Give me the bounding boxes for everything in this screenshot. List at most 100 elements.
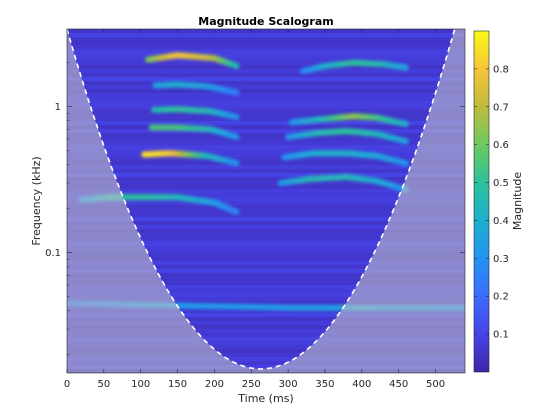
colorbar-tick-label: 0.3 [493,254,509,265]
harmonic-band [288,113,409,127]
heat-row [67,313,465,318]
y-tick-label: 1 [55,102,61,113]
heat-row [67,241,465,246]
heat-row [67,153,465,158]
heat-row [67,73,465,78]
heat-row [67,277,465,282]
x-tick-label: 0 [64,379,70,390]
heat-row [67,49,465,54]
band-segment [228,88,240,96]
x-tick-label: 300 [279,379,298,390]
heat-row [67,365,465,370]
heat-row [67,93,465,98]
plot-frame [66,28,466,374]
y-tick-label: 0.1 [45,248,61,259]
heat-row [67,285,465,290]
heat-row [67,45,465,50]
heat-row [67,29,465,34]
band-segment [229,113,240,120]
harmonic-band [148,124,240,140]
heat-row [67,345,465,350]
heat-row [67,321,465,326]
heat-row [67,333,465,338]
harmonic-band [285,128,409,145]
y-axis: 0.11 [45,36,465,356]
heat-row [67,97,465,102]
harmonic-band [299,59,409,75]
heat-row [67,185,465,190]
chart-title: Magnitude Scalogram [198,15,333,28]
heat-row [67,337,465,342]
heat-row [67,145,465,150]
heat-row [67,81,465,86]
heat-row [67,129,465,134]
heat-row [67,33,465,38]
heat-row [67,265,465,270]
heat-row [67,357,465,362]
heat-row [67,109,465,114]
colorbar-gradient [473,30,490,373]
heat-row [67,349,465,354]
heat-row [67,117,465,122]
x-tick-label: 150 [168,379,187,390]
heat-row [67,289,465,294]
heat-row [67,217,465,222]
heat-row [67,181,465,186]
heat-row [67,137,465,142]
heat-row [67,245,465,250]
colorbar-tick-label: 0.4 [493,216,509,227]
heat-row [67,301,465,306]
heat-row [67,273,465,278]
heat-row [67,261,465,266]
heat-row [67,125,465,130]
heat-row [67,121,465,126]
heat-row [67,269,465,274]
colorbar-tick-label: 0.1 [493,330,509,341]
heat-row [67,325,465,330]
colorbar-tick-label: 0.8 [493,64,509,75]
heat-row [67,233,465,238]
heat-row [67,257,465,262]
heat-row [67,101,465,106]
heatmap-layer [67,29,465,373]
band-segment [398,159,409,167]
heat-row [67,113,465,118]
band-segment [399,64,409,71]
heat-row [67,177,465,182]
heat-row [67,341,465,346]
harmonic-band [141,150,240,167]
heat-row [67,293,465,298]
heat-row [67,221,465,226]
heat-row [67,225,465,230]
y-axis-label: Frequency (kHz) [30,156,43,245]
heat-row [67,309,465,314]
heat-row [67,249,465,254]
colorbar-label: Magnitude [511,172,524,231]
x-tick-label: 50 [97,379,110,390]
x-tick-label: 350 [315,379,334,390]
cone-of-influence-shade [67,29,465,373]
x-tick-label: 200 [205,379,224,390]
heat-row [67,69,465,74]
x-tick-label: 250 [242,379,261,390]
harmonic-band [152,81,240,96]
colorbar-tick-label: 0.6 [493,140,509,151]
plot-area [66,28,466,374]
x-axis-label: Time (ms) [237,392,293,405]
x-tick-label: 400 [352,379,371,390]
heat-row [67,53,465,58]
heat-row [67,329,465,334]
heat-row [67,157,465,162]
x-axis: 0 50 100 150 200 250 300 350 400 450 500 [64,29,445,390]
heat-row [67,165,465,170]
heat-row [67,85,465,90]
band-segment [229,61,240,69]
heat-row [67,133,465,138]
heat-row [67,141,465,146]
harmonic-band [151,106,240,120]
heat-row [67,149,465,154]
heat-row [67,209,465,214]
harmonic-band [281,150,409,167]
band-segment [229,207,240,215]
